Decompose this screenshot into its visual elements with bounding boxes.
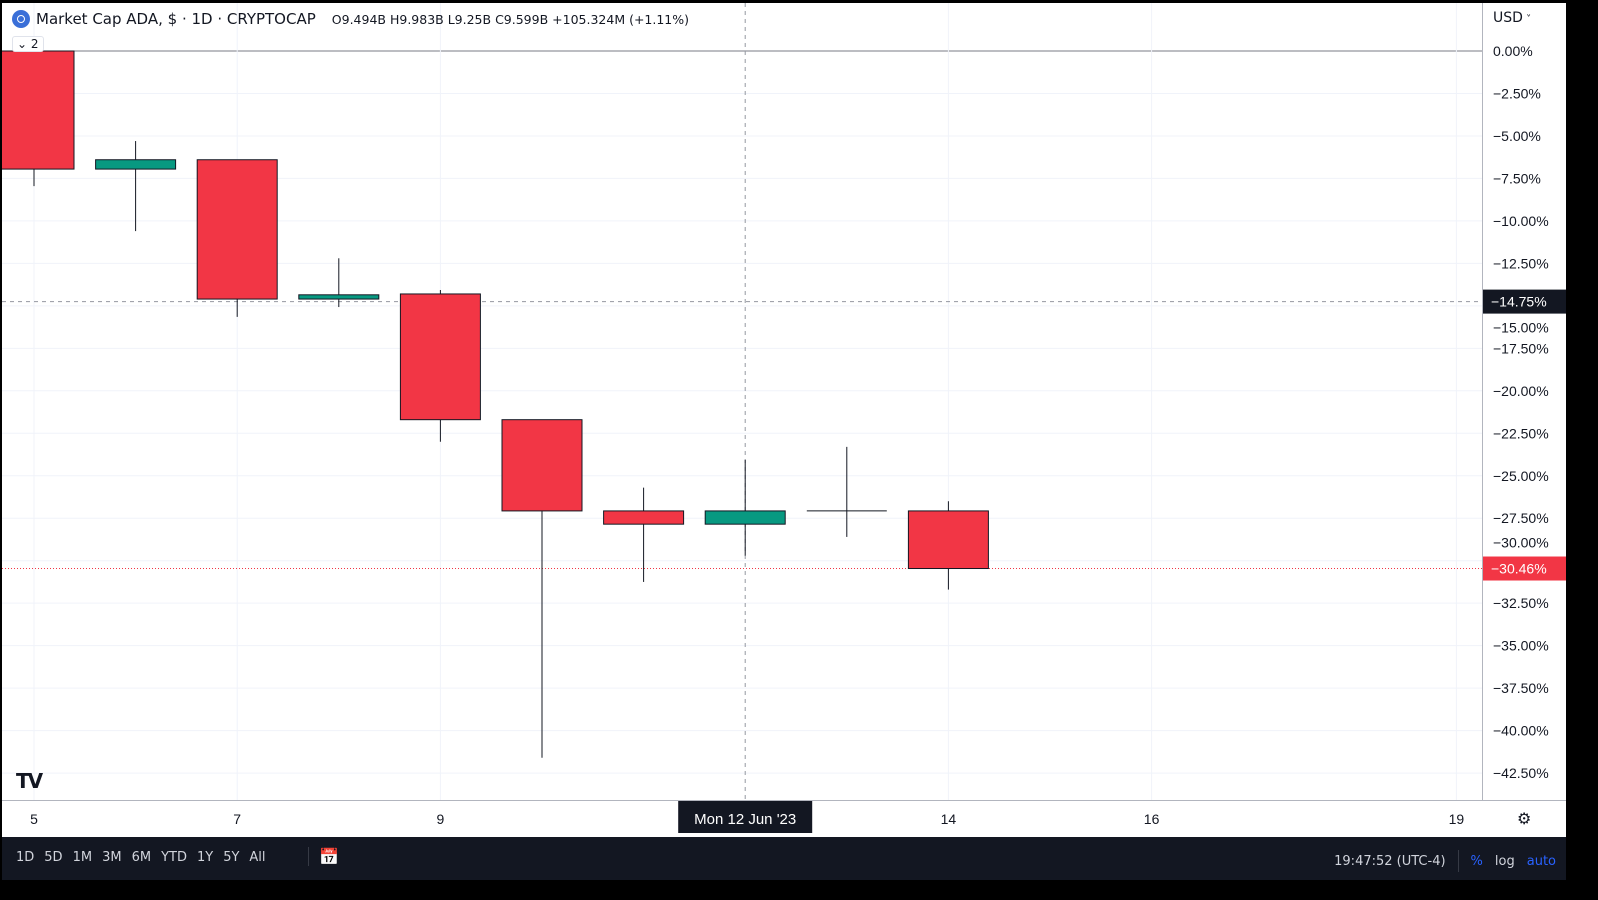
price-tick-label: −10.00% [1493, 213, 1549, 229]
settings-gear-icon[interactable]: ⚙ [1517, 809, 1532, 828]
candle-11 [603, 487, 685, 582]
clock[interactable]: 19:47:52 (UTC-4) [1334, 853, 1446, 869]
last-price-label: −30.46% [1491, 561, 1547, 577]
price-tick-label: −42.50% [1493, 765, 1549, 781]
close-value: C9.599B [495, 11, 549, 27]
open-value: O9.494B [331, 11, 386, 27]
candle-body [603, 510, 685, 525]
price-tick-label: −32.50% [1493, 595, 1549, 611]
range-button-1y[interactable]: 1Y [196, 850, 214, 865]
bottom-toolbar: 1D 5D 1M 3M 6M YTD 1Y 5Y All 📅 19:47:52 (UTC-4) … [2, 837, 1566, 880]
range-button-all[interactable]: All [249, 850, 266, 865]
time-axis-labels: 5 7 9 14 16 19 Mon 12 Jun '23 [30, 801, 1465, 833]
crosshair-date-label: Mon 12 Jun '23 [694, 811, 796, 828]
price-tick-label: −37.50% [1493, 680, 1549, 696]
time-tick-label: 16 [1144, 811, 1160, 827]
candle-body [704, 510, 786, 525]
time-axis[interactable]: 5 7 9 14 16 19 Mon 12 Jun '23 ⚙ [2, 800, 1566, 837]
price-axis-labels: 0.00% −2.50% −5.00% −7.50% −10.00% −12.50% −15… [1483, 43, 1566, 781]
time-tick-label: 9 [437, 811, 445, 827]
go-to-date-calendar-icon[interactable]: 📅 [308, 847, 339, 866]
divider [1457, 850, 1459, 872]
range-button-6m[interactable]: 6M [131, 850, 152, 865]
price-tick-label: −35.00% [1493, 638, 1549, 654]
chart-window: Market Cap ADA, $ · 1D · CRYPTOCAP O9.49… [2, 3, 1566, 880]
price-tick-label: 0.00% [1493, 43, 1533, 59]
candle-body [501, 419, 583, 512]
candle-9 [399, 290, 481, 442]
range-button-1d[interactable]: 1D [16, 850, 35, 865]
price-tick-label: −2.50% [1493, 85, 1541, 101]
indicator-count: 2 [30, 37, 39, 51]
date-range-buttons: 1D 5D 1M 3M 6M YTD 1Y 5Y All [16, 850, 266, 865]
bottom-right-controls: 19:47:52 (UTC-4) % log auto [1334, 850, 1556, 872]
candlestick-chart [2, 3, 1482, 800]
low-value: L9.25B [447, 11, 492, 27]
price-tick-label: −7.50% [1493, 170, 1541, 186]
price-tick-label: −22.50% [1493, 425, 1549, 441]
candle-7 [196, 159, 278, 317]
price-tick-label: −30.00% [1493, 535, 1549, 551]
price-tick-label: −20.00% [1493, 383, 1549, 399]
range-button-1m[interactable]: 1M [72, 850, 93, 865]
last-price-label-bg [1483, 556, 1566, 581]
candle-13 [806, 446, 887, 537]
range-button-3m[interactable]: 3M [102, 850, 122, 865]
range-button-5y[interactable]: 5Y [223, 850, 240, 865]
crosshair-date-label-bg [678, 801, 813, 833]
indicators-collapse-button[interactable]: ⌄ 2 [12, 36, 44, 52]
range-button-5d[interactable]: 5D [44, 850, 63, 865]
candle-body [907, 510, 989, 570]
candle-8 [298, 258, 380, 308]
price-tick-label: −25.00% [1493, 468, 1549, 484]
candle-5 [2, 50, 75, 187]
candle-6 [95, 141, 177, 232]
chart-plot-area[interactable]: Market Cap ADA, $ · 1D · CRYPTOCAP O9.49… [2, 3, 1482, 800]
time-tick-label: 19 [1449, 811, 1465, 827]
candle-body [399, 293, 481, 421]
currency-label: USD [1493, 10, 1523, 26]
log-scale-toggle[interactable]: log [1494, 853, 1515, 869]
time-tick-label: 5 [30, 811, 38, 827]
ohlc-values: O9.494B H9.983B L9.25B C9.599B +105.324M… [332, 12, 689, 27]
price-tick-label: −40.00% [1493, 723, 1549, 739]
symbol-legend: Market Cap ADA, $ · 1D · CRYPTOCAP O9.49… [12, 10, 689, 28]
currency-dropdown[interactable]: USD ˅ [1493, 10, 1531, 26]
crosshair-price-label: −14.75% [1491, 294, 1547, 310]
crosshair-price-label-bg [1483, 289, 1566, 314]
cardano-logo-icon [12, 10, 30, 28]
price-tick-label: −15.00% [1493, 320, 1549, 336]
price-axis[interactable]: USD ˅ 0.00% −2.50% −5.00% −7.50% −10.00% −12.… [1482, 3, 1566, 800]
candle-12 [704, 459, 786, 556]
change-value: +105.324M (+1.11%) [552, 11, 690, 27]
chevron-down-icon: ⌄ [17, 37, 28, 51]
candle-14 [907, 501, 989, 590]
price-tick-label: −17.50% [1493, 340, 1549, 356]
candle-body [95, 159, 177, 170]
candle-body [196, 159, 278, 300]
tradingview-logo[interactable]: TV [16, 769, 43, 793]
price-tick-label: −12.50% [1493, 255, 1549, 271]
auto-scale-toggle[interactable]: auto [1526, 853, 1556, 869]
range-button-ytd[interactable]: YTD [161, 850, 187, 865]
time-tick-label: 7 [233, 811, 241, 827]
percent-scale-toggle[interactable]: % [1470, 853, 1483, 869]
high-value: H9.983B [389, 11, 444, 27]
price-tick-label: −5.00% [1493, 128, 1541, 144]
candle-body [2, 50, 75, 170]
chevron-down-icon: ˅ [1522, 14, 1532, 25]
candle-body [298, 294, 380, 300]
time-tick-label: 14 [941, 811, 957, 827]
price-tick-label: −27.50% [1493, 510, 1549, 526]
symbol-title[interactable]: Market Cap ADA, $ · 1D · CRYPTOCAP [36, 10, 316, 28]
candle-10 [501, 419, 583, 758]
